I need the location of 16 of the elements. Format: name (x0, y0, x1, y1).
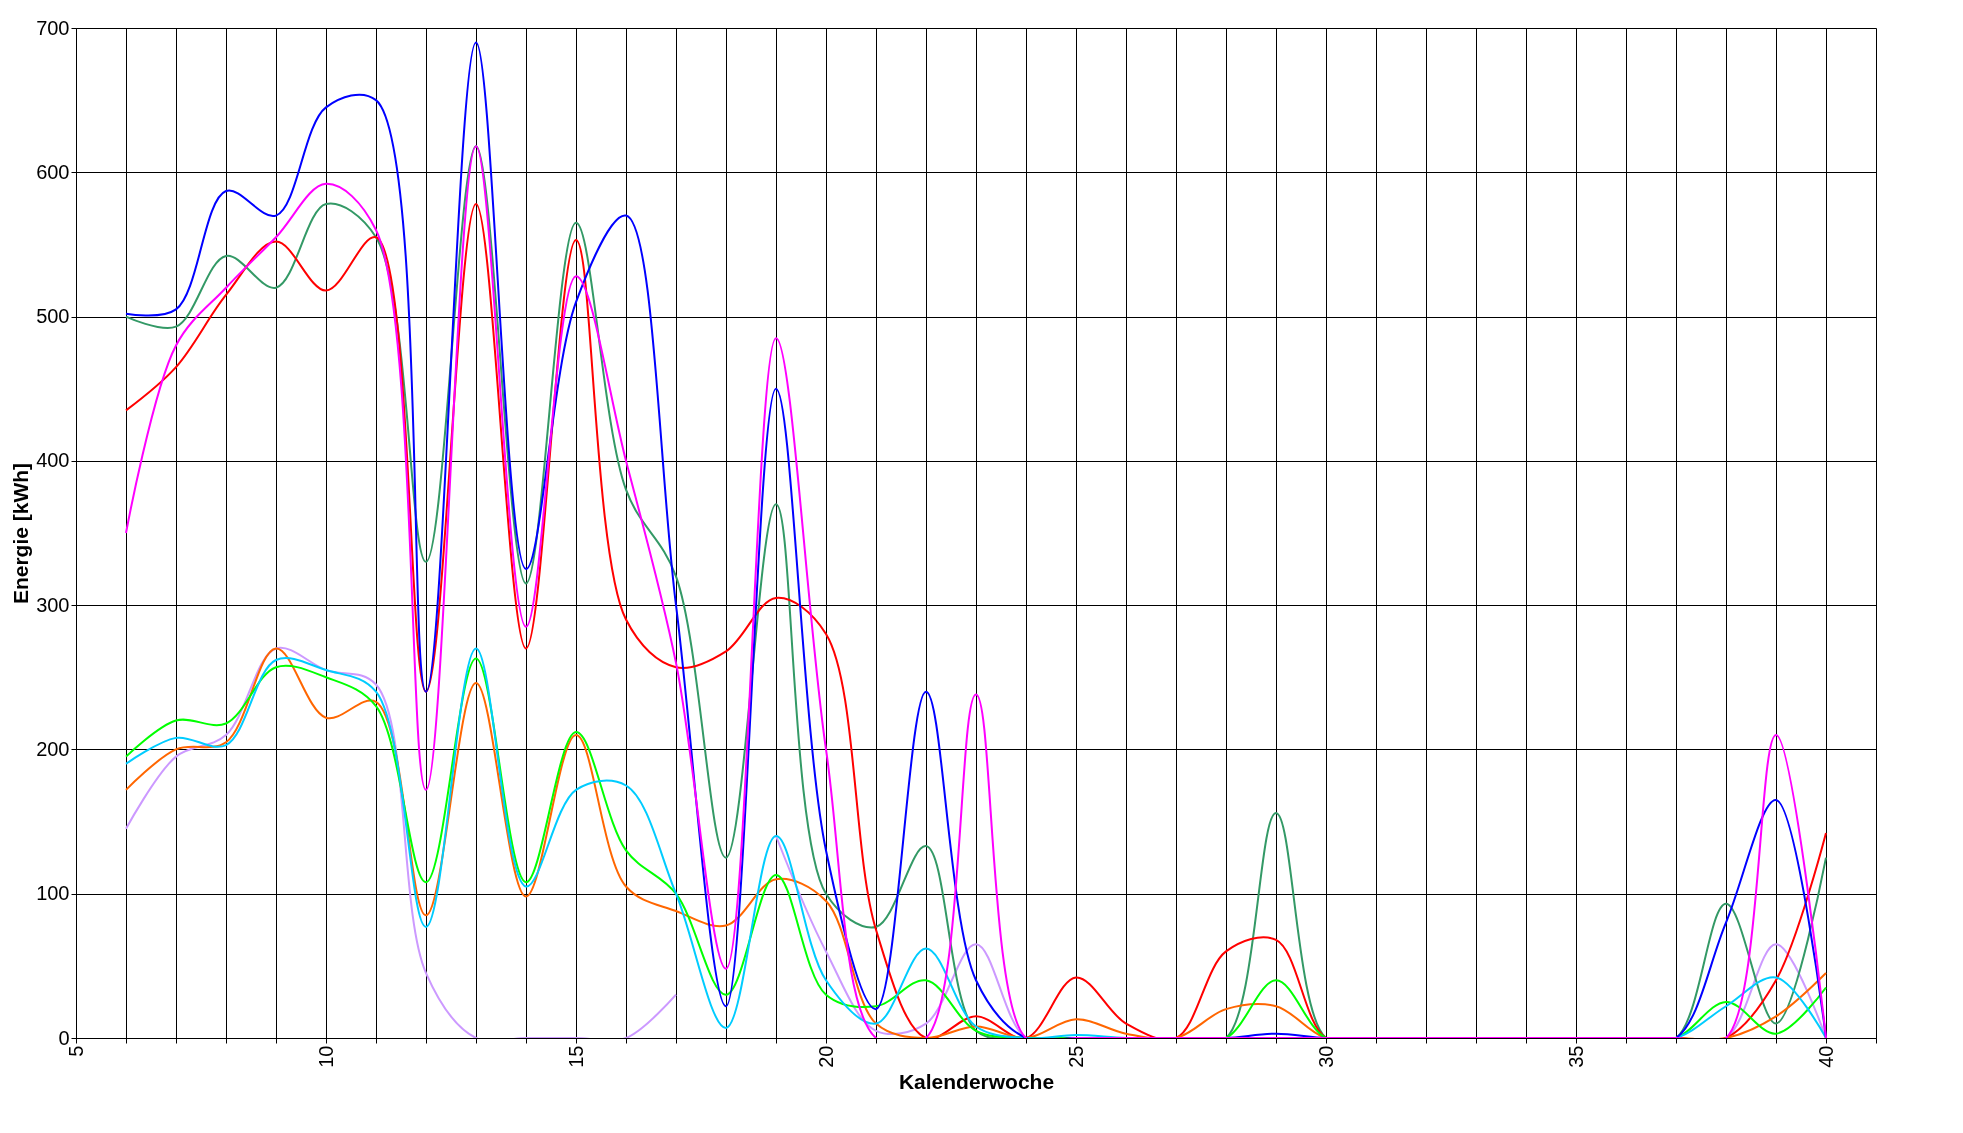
y-axis-title: Energie [kWh] (9, 462, 33, 605)
y-tick-label: 700 (36, 16, 70, 39)
y-tick-label: 200 (36, 737, 70, 760)
x-tick-label: 20 (814, 1045, 837, 1068)
x-tick-label: 15 (564, 1045, 587, 1068)
x-tick-label: 25 (1064, 1045, 1087, 1068)
y-tick-label: 100 (36, 882, 70, 905)
y-tick-label: 600 (36, 160, 70, 183)
x-axis-title: Kalenderwoche (898, 1069, 1055, 1093)
x-tick-label: 40 (1814, 1045, 1837, 1068)
y-tick-label: 500 (36, 305, 70, 328)
y-tick-label: 300 (36, 593, 70, 616)
x-tick-label: 10 (314, 1045, 337, 1068)
x-tick-label: 30 (1314, 1045, 1337, 1068)
y-tick-label: 400 (36, 449, 70, 472)
x-tick-label: 35 (1564, 1045, 1587, 1068)
